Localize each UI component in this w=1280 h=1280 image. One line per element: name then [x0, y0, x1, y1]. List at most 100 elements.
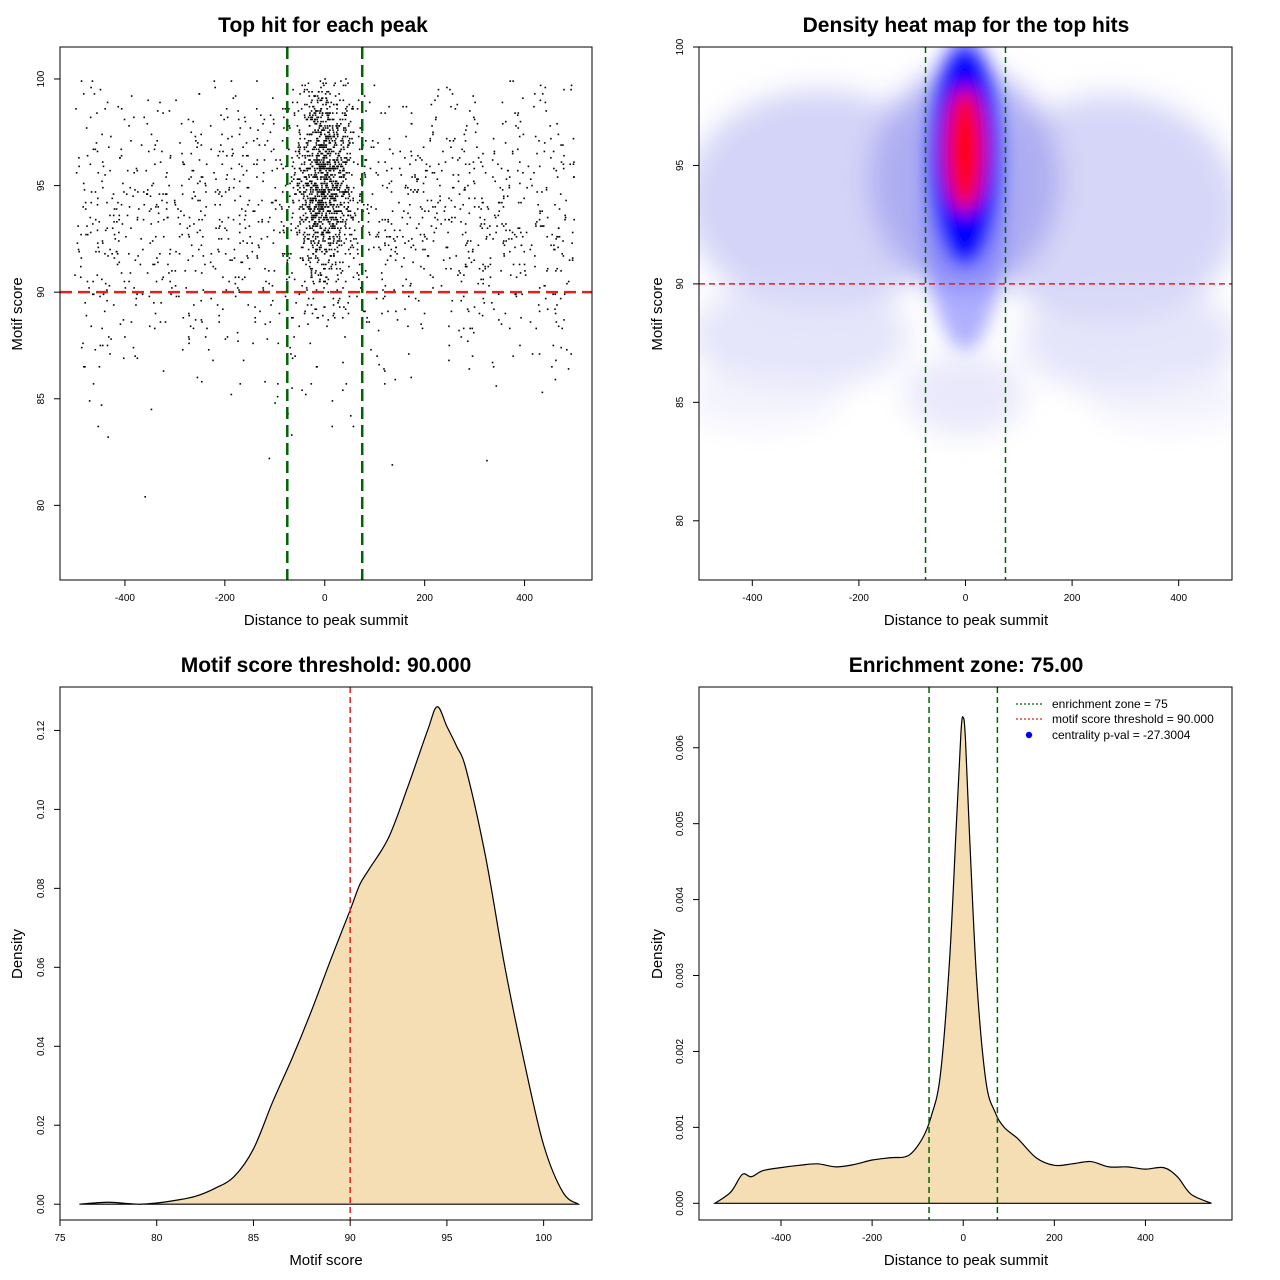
scatter-point	[282, 229, 285, 232]
scatter-point	[280, 221, 283, 223]
scatter-point	[372, 146, 375, 149]
scatter-point	[303, 146, 306, 149]
scatter-point	[92, 293, 95, 296]
scatter-point	[571, 231, 574, 234]
scatter-point	[335, 144, 338, 146]
scatter-point	[317, 259, 320, 261]
scatter-point	[421, 159, 423, 161]
scatter-point	[482, 282, 485, 285]
scatter-point	[479, 216, 481, 219]
scatter-point	[118, 261, 121, 264]
scatter-point	[545, 110, 548, 112]
scatter-point	[242, 174, 245, 176]
scatter-point	[340, 80, 342, 82]
scatter-point	[439, 199, 441, 202]
scatter-point	[86, 233, 89, 236]
scatter-point	[106, 299, 108, 302]
scatter-point	[107, 336, 110, 338]
scatter-point	[518, 135, 521, 138]
scatter-point	[313, 184, 316, 187]
scatter-point	[334, 197, 337, 200]
scatter-point	[386, 259, 389, 261]
scatter-point	[258, 246, 260, 249]
scatter-point	[342, 287, 344, 289]
scatter-point	[295, 302, 297, 304]
scatter-point	[317, 152, 319, 155]
scatter-point	[305, 287, 308, 289]
scatter-point	[325, 212, 327, 215]
scatter-point	[384, 161, 386, 163]
scatter-point	[529, 178, 532, 180]
scatter-point	[319, 176, 322, 178]
scatter-point	[481, 197, 483, 200]
scatter-point	[335, 223, 338, 225]
scatter-point	[314, 195, 317, 198]
scatter-point	[318, 189, 321, 191]
scatter-point	[342, 191, 345, 193]
scatter-point	[330, 195, 333, 198]
scatter-point	[503, 244, 506, 247]
scatter-point	[328, 227, 331, 230]
scatter-point	[96, 229, 99, 232]
scatter-point	[290, 434, 293, 436]
scatter-point	[78, 165, 80, 168]
scatter-point	[187, 118, 190, 121]
scatter-point	[277, 383, 279, 385]
scatter-point	[103, 310, 106, 313]
scatter-point	[132, 346, 135, 349]
scatter-point	[527, 165, 530, 168]
scatter-point	[493, 308, 495, 311]
scatter-point	[284, 108, 287, 110]
scatter-point	[377, 142, 379, 144]
scatter-point	[327, 206, 329, 208]
scatter-point	[344, 197, 347, 200]
scatter-point	[423, 312, 426, 315]
scatter-point	[256, 176, 258, 178]
scatter-xlabel: Distance to peak summit	[244, 612, 409, 629]
scatter-point	[296, 233, 299, 236]
x-tick-label: -200	[849, 593, 869, 604]
scatter-point	[384, 370, 386, 372]
scatter-point	[494, 216, 497, 219]
scatter-point	[337, 133, 339, 136]
scatter-point	[307, 82, 310, 85]
scatter-point	[567, 280, 570, 283]
scatter-point	[303, 186, 305, 189]
scatter-point	[491, 361, 494, 364]
scatter-point	[335, 186, 337, 189]
scatter-point	[439, 195, 441, 198]
scatter-point	[556, 304, 558, 306]
scatter-point	[92, 383, 95, 385]
scatter-point	[316, 157, 318, 159]
scatter-point	[289, 346, 291, 349]
scatter-point	[261, 199, 263, 202]
scatter-point	[321, 223, 324, 225]
scatter-point	[352, 186, 355, 189]
scatter-point	[410, 150, 412, 153]
scatter-point	[345, 208, 348, 210]
scatter-point	[320, 167, 322, 170]
scatter-point	[343, 201, 346, 204]
scatter-point	[313, 159, 315, 161]
scatter-point	[425, 163, 428, 166]
scatter-point	[146, 122, 149, 125]
scatter-point	[336, 212, 338, 215]
scatter-point	[132, 195, 134, 198]
scatter-point	[294, 171, 296, 174]
scatter-point	[562, 163, 565, 166]
scatter-point	[194, 319, 197, 321]
scatter-point	[472, 331, 475, 334]
scatter-point	[318, 90, 320, 93]
scatter-point	[188, 178, 190, 180]
scatter-point	[320, 191, 323, 193]
scatter-point	[308, 221, 311, 223]
scatter-point	[342, 99, 345, 102]
scatter-point	[92, 280, 94, 283]
scatter-point	[187, 312, 190, 315]
scatter-point	[471, 355, 474, 357]
scatter-point	[313, 108, 316, 110]
scatter-point	[367, 212, 370, 215]
scatter-point	[332, 304, 335, 306]
scatter-point	[507, 169, 509, 172]
scatter-point	[322, 146, 325, 149]
